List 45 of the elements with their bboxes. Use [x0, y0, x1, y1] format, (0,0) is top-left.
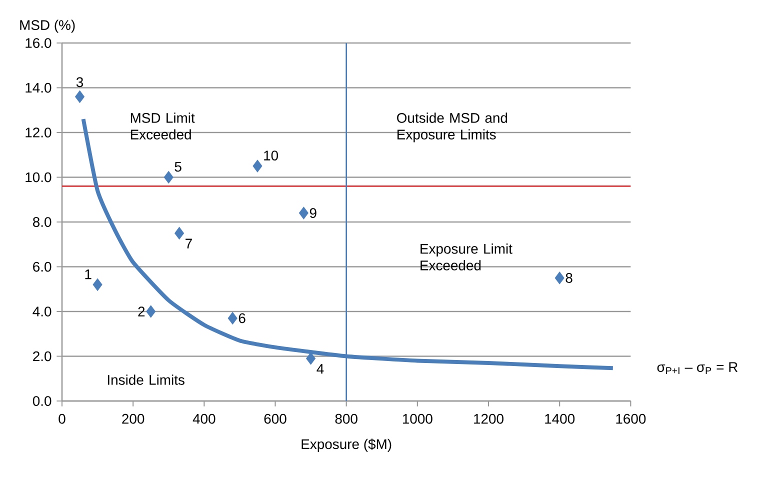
annotation: 10	[264, 150, 278, 160]
annotation: Inside Limits	[108, 374, 184, 385]
y-tick-label: 0.0	[32, 396, 52, 406]
x-tick-label: 0	[58, 414, 66, 424]
y-tick-label: 2.0	[33, 351, 52, 362]
text: σ$_{P+I}$ – σ$_{P}$ = R	[657, 362, 738, 374]
point	[554, 272, 564, 284]
y-tick-label: 16.0	[26, 38, 52, 48]
annotation: 1	[85, 269, 92, 280]
y-tick-label: 10.0	[26, 172, 52, 182]
point	[252, 160, 262, 172]
x-tick-label: 1200	[474, 414, 504, 424]
annotation: Outside MSD and Exposure Limits	[397, 112, 508, 142]
annotation: 9	[310, 208, 316, 218]
y-tick-label: 6.0	[33, 262, 52, 272]
x-tick-label: 600	[264, 414, 286, 424]
point	[75, 90, 85, 103]
x-tick-label: 800	[335, 414, 358, 424]
annotation: 4	[316, 364, 324, 374]
annotation: Exposure Limit Exceeded	[420, 244, 512, 270]
annotation: 7	[186, 238, 192, 248]
y-tick-label: 4.0	[32, 306, 52, 316]
annotation: 3	[76, 77, 84, 88]
point	[228, 312, 238, 324]
annotation: 2	[138, 306, 145, 316]
point	[164, 171, 174, 184]
point	[306, 352, 316, 365]
x-tick-label: 1600	[616, 414, 646, 424]
y-tick-label: 8.0	[32, 217, 52, 227]
y-tick-label: 12.0	[26, 128, 52, 138]
x-tick-label: 400	[192, 414, 216, 424]
annotation: 6	[238, 313, 246, 324]
point	[146, 305, 156, 318]
x-tick-label: 1400	[545, 414, 575, 424]
point	[298, 206, 308, 220]
y-tick-label: 14.0	[26, 82, 52, 93]
y-axis-title: MSD (%)	[20, 20, 75, 33]
x-tick-label: 1000	[402, 414, 432, 424]
annotation: 8	[566, 273, 572, 283]
x-axis-title: Exposure ($M)	[302, 438, 392, 452]
point	[174, 226, 184, 240]
point	[92, 278, 102, 291]
annotation: 5	[174, 162, 182, 172]
x-tick-label: 200	[122, 414, 144, 424]
annotation: MSD Limit Exceeded	[130, 112, 195, 140]
